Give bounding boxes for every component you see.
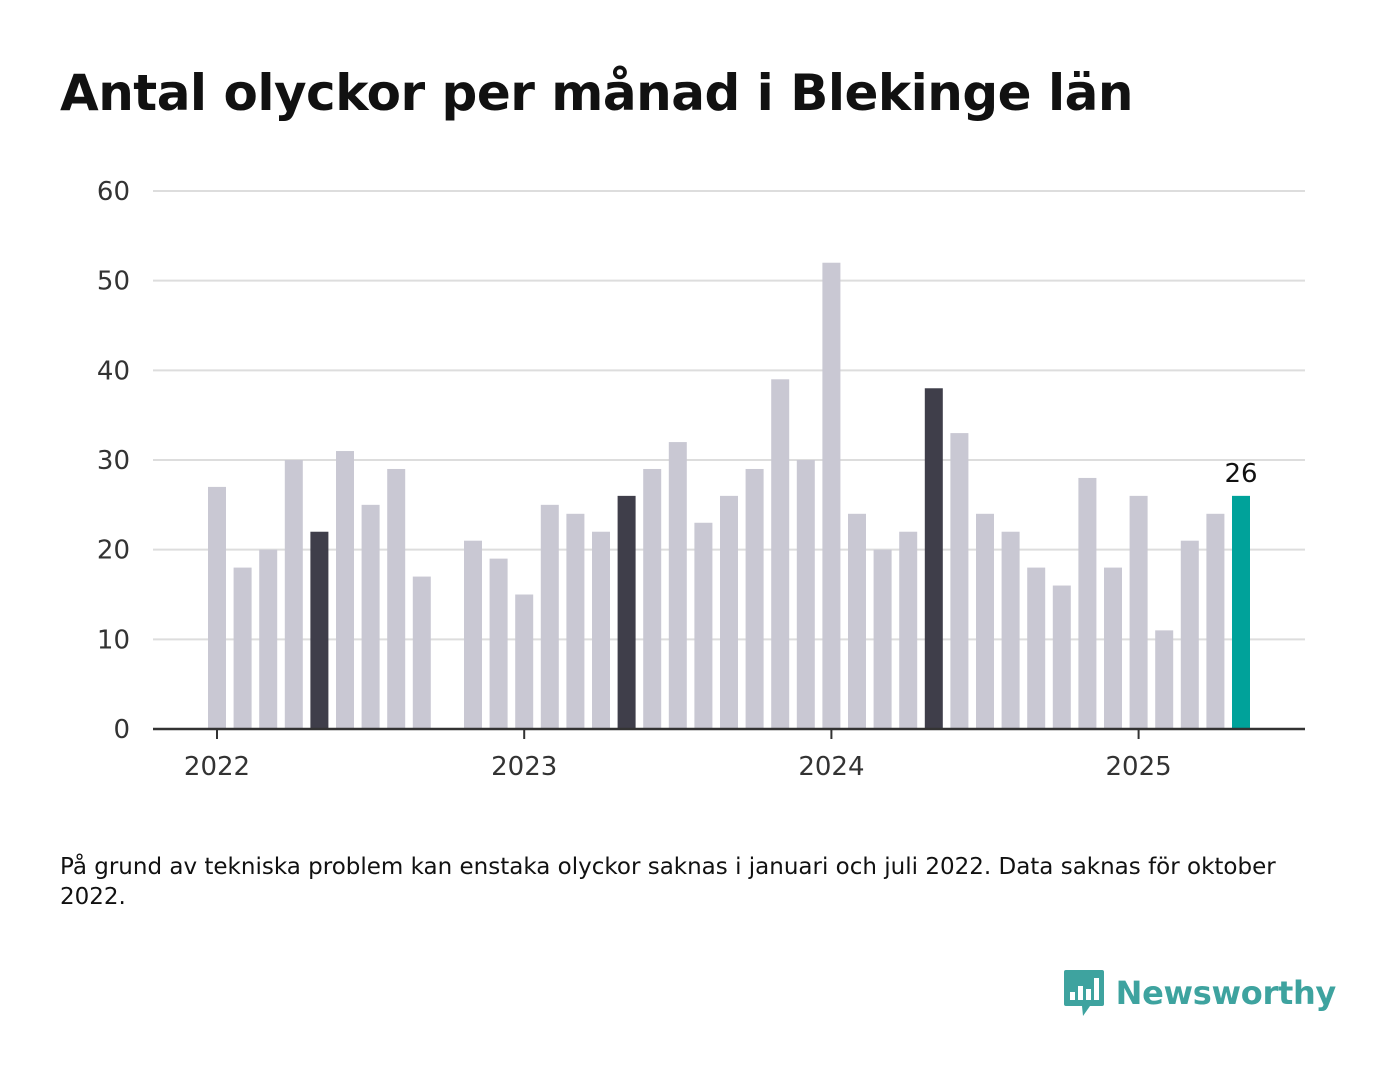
y-tick-label: 0 xyxy=(113,715,130,745)
bar-2023-04 xyxy=(592,531,610,729)
bar-2023-05 xyxy=(617,495,636,729)
y-tick-label: 60 xyxy=(97,177,130,207)
bar-2022-02 xyxy=(233,567,252,729)
y-tick-label: 30 xyxy=(97,446,130,476)
data-labels: 26 xyxy=(1224,459,1257,489)
bar-2024-04 xyxy=(899,531,918,729)
bar-2025-04 xyxy=(1206,513,1225,729)
bar-2025-02 xyxy=(1155,630,1174,729)
bar-2023-02 xyxy=(540,504,559,729)
bar-2025-03 xyxy=(1180,540,1199,729)
bar-2024-05 xyxy=(924,388,943,729)
bar-2022-09 xyxy=(412,576,431,729)
data-label-2025-05: 26 xyxy=(1224,459,1257,489)
bar-2025-05 xyxy=(1232,495,1250,729)
newsworthy-logo: Newsworthy xyxy=(1062,968,1336,1018)
bar-2023-03 xyxy=(566,513,585,729)
bar-2024-11 xyxy=(1078,477,1097,729)
bar-2024-09 xyxy=(1027,567,1046,729)
bar-2022-11 xyxy=(464,540,482,729)
bar-2023-12 xyxy=(796,460,815,729)
bar-2023-06 xyxy=(643,468,662,729)
y-axis-tick-labels: 0 10 20 30 40 50 60 xyxy=(97,177,130,745)
bar-2024-07 xyxy=(976,513,994,729)
bar-2022-05 xyxy=(310,531,329,729)
x-tick-label: 2023 xyxy=(491,752,557,782)
x-tick-label: 2025 xyxy=(1106,752,1172,782)
bar-2023-07 xyxy=(668,442,687,729)
bar-2023-11 xyxy=(771,379,790,729)
bar-2024-03 xyxy=(873,549,892,729)
bar-chart-speech-bubble-icon xyxy=(1063,970,1104,1016)
bar-2023-08 xyxy=(694,522,713,729)
bar-2022-03 xyxy=(259,549,278,729)
bar-2022-04 xyxy=(284,460,303,729)
bar-2022-12 xyxy=(489,558,508,729)
bar-2023-01 xyxy=(515,594,534,729)
bar-chart: 0 10 20 30 40 50 60 26 2022 2023 2024 2025 xyxy=(97,177,1305,782)
y-tick-label: 20 xyxy=(97,536,130,566)
bar-2022-08 xyxy=(387,468,406,729)
chart-title: Antal olyckor per månad i Blekinge län xyxy=(60,64,1133,122)
bar-2025-01 xyxy=(1129,495,1148,729)
x-axis: 2022 2023 2024 2025 xyxy=(153,727,1305,782)
x-tick-label: 2022 xyxy=(184,752,250,782)
bar-2022-06 xyxy=(336,451,354,729)
x-tick-label: 2024 xyxy=(798,752,864,782)
footnote: På grund av tekniska problem kan enstaka… xyxy=(60,854,1276,911)
brand-name: Newsworthy xyxy=(1115,974,1337,1012)
y-tick-label: 50 xyxy=(97,267,130,297)
bar-2022-07 xyxy=(361,504,380,729)
bar-2024-12 xyxy=(1104,567,1122,729)
y-tick-label: 10 xyxy=(97,625,130,655)
bar-2023-09 xyxy=(720,495,738,729)
bar-2024-01 xyxy=(822,262,841,729)
y-tick-label: 40 xyxy=(97,356,130,386)
bar-2024-08 xyxy=(1001,531,1020,729)
bar-2024-06 xyxy=(950,433,969,729)
bar-2023-10 xyxy=(745,468,764,729)
bar-2024-02 xyxy=(848,513,866,729)
bar-2022-01 xyxy=(208,486,226,729)
bars xyxy=(208,262,1250,729)
bar-2024-10 xyxy=(1052,585,1071,729)
